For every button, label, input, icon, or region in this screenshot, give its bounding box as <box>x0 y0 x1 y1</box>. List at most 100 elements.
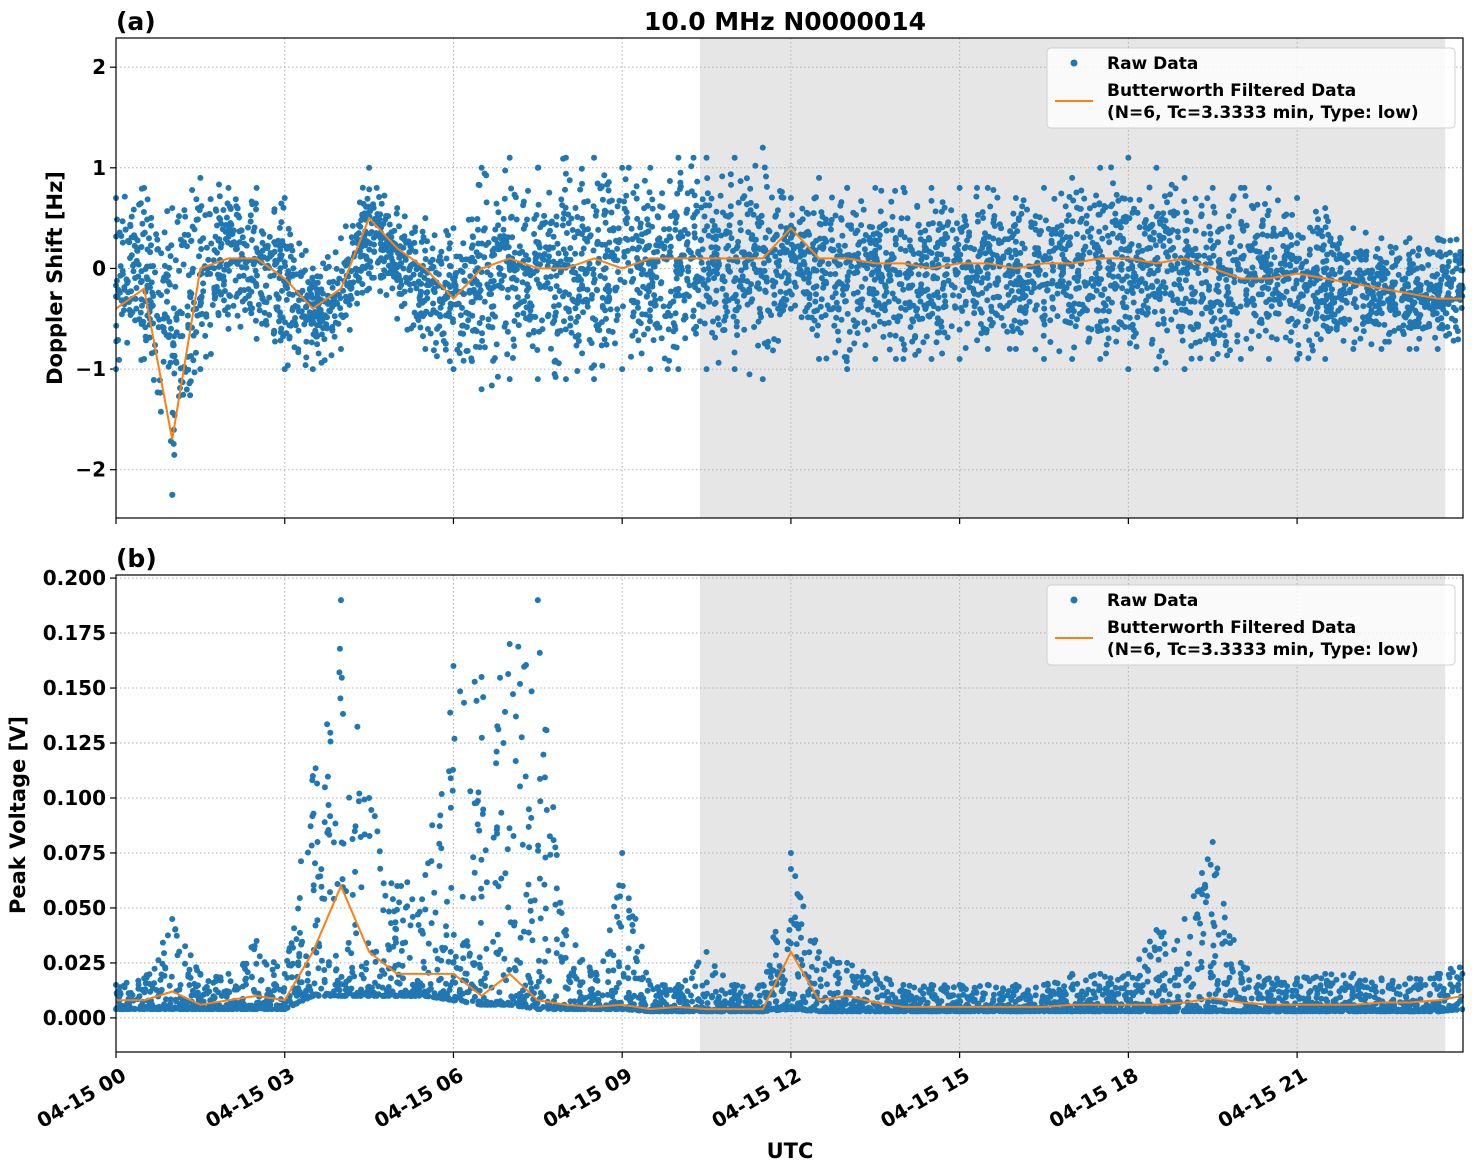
raw-data-point <box>461 277 468 284</box>
raw-data-point <box>798 314 805 321</box>
raw-data-point <box>476 320 483 326</box>
raw-data-point <box>272 261 278 268</box>
raw-data-point <box>1216 330 1223 337</box>
raw-data-point <box>353 272 359 279</box>
raw-data-point <box>256 953 263 960</box>
raw-data-point <box>1274 281 1281 288</box>
raw-data-point <box>463 324 470 330</box>
raw-data-point <box>1203 279 1210 286</box>
raw-data-point <box>746 251 753 258</box>
raw-data-point <box>889 255 896 262</box>
raw-data-point <box>860 237 867 244</box>
raw-data-point <box>984 345 991 352</box>
raw-data-point <box>898 228 905 235</box>
raw-data-point <box>768 312 775 319</box>
raw-data-point <box>1207 230 1214 237</box>
raw-data-point <box>342 293 349 300</box>
raw-data-point <box>1151 308 1158 315</box>
raw-data-point <box>835 337 842 344</box>
raw-data-point <box>1406 345 1413 352</box>
raw-data-point <box>1214 239 1221 246</box>
raw-data-point <box>1150 229 1157 236</box>
raw-data-point <box>1287 262 1294 269</box>
raw-data-point <box>1224 283 1231 290</box>
raw-data-point <box>469 299 476 305</box>
raw-data-point <box>280 988 287 995</box>
raw-data-point <box>545 246 552 253</box>
raw-data-point <box>1432 334 1439 341</box>
raw-data-point <box>1113 250 1120 257</box>
raw-data-point <box>1112 210 1119 217</box>
raw-data-point <box>552 374 559 380</box>
raw-data-point <box>263 282 270 289</box>
raw-data-point <box>437 298 443 305</box>
raw-data-point <box>605 187 612 194</box>
raw-data-point <box>748 281 755 288</box>
raw-data-point <box>172 257 179 264</box>
raw-data-point <box>915 347 922 354</box>
y-tick-label: 0 <box>92 256 106 280</box>
raw-data-point <box>799 205 806 212</box>
raw-data-point <box>1445 301 1452 308</box>
raw-data-point <box>577 276 584 283</box>
raw-data-point <box>137 309 144 316</box>
raw-data-point <box>567 322 574 329</box>
raw-data-point <box>637 220 644 227</box>
raw-data-point <box>630 275 637 282</box>
raw-data-point <box>1361 319 1368 326</box>
raw-data-point <box>177 308 183 315</box>
raw-data-point <box>282 282 289 289</box>
raw-data-point <box>141 1006 148 1013</box>
raw-data-point <box>524 293 531 300</box>
raw-data-point <box>796 262 803 269</box>
raw-data-point <box>974 184 980 191</box>
raw-data-point <box>434 325 441 332</box>
y-axis-label-a: Doppler Shift [Hz] <box>43 171 67 385</box>
raw-data-point <box>370 201 377 208</box>
raw-data-point <box>886 271 893 278</box>
raw-data-point <box>552 294 558 301</box>
raw-data-point <box>666 178 673 184</box>
raw-data-point <box>513 216 520 223</box>
raw-data-point <box>774 207 781 214</box>
raw-data-point <box>405 238 412 245</box>
raw-data-point <box>172 283 179 290</box>
raw-data-point <box>500 233 507 239</box>
raw-data-point <box>840 291 846 298</box>
raw-data-point <box>1182 277 1189 284</box>
raw-data-point <box>403 274 409 281</box>
raw-data-point <box>1142 217 1149 223</box>
raw-data-point <box>530 329 537 336</box>
raw-data-point <box>308 339 315 346</box>
raw-data-point <box>539 317 545 324</box>
raw-data-point <box>1083 220 1090 227</box>
raw-data-point <box>397 243 404 250</box>
raw-data-point <box>1322 224 1329 231</box>
raw-data-point <box>225 325 232 332</box>
raw-data-point <box>641 177 648 184</box>
raw-data-point <box>952 269 959 276</box>
raw-data-point <box>962 298 969 305</box>
raw-data-point <box>694 273 701 280</box>
raw-data-point <box>1047 255 1053 262</box>
raw-data-point <box>184 312 191 319</box>
raw-data-point <box>370 274 377 281</box>
raw-data-point <box>394 277 401 284</box>
raw-data-point <box>1372 319 1379 326</box>
raw-data-point <box>1265 184 1272 191</box>
raw-data-point <box>1157 220 1164 227</box>
raw-data-point <box>1190 326 1197 333</box>
raw-data-point <box>1325 218 1331 225</box>
raw-data-point <box>183 386 190 393</box>
raw-data-point <box>1257 255 1264 262</box>
raw-data-point <box>561 318 567 325</box>
raw-data-point <box>141 184 148 191</box>
raw-data-point <box>722 313 729 320</box>
raw-data-point <box>182 943 189 950</box>
raw-data-point <box>988 303 995 310</box>
raw-data-point <box>683 209 690 216</box>
raw-data-point <box>272 338 278 345</box>
raw-data-point <box>572 305 579 312</box>
raw-data-point <box>1190 291 1197 298</box>
raw-data-point <box>198 294 205 301</box>
